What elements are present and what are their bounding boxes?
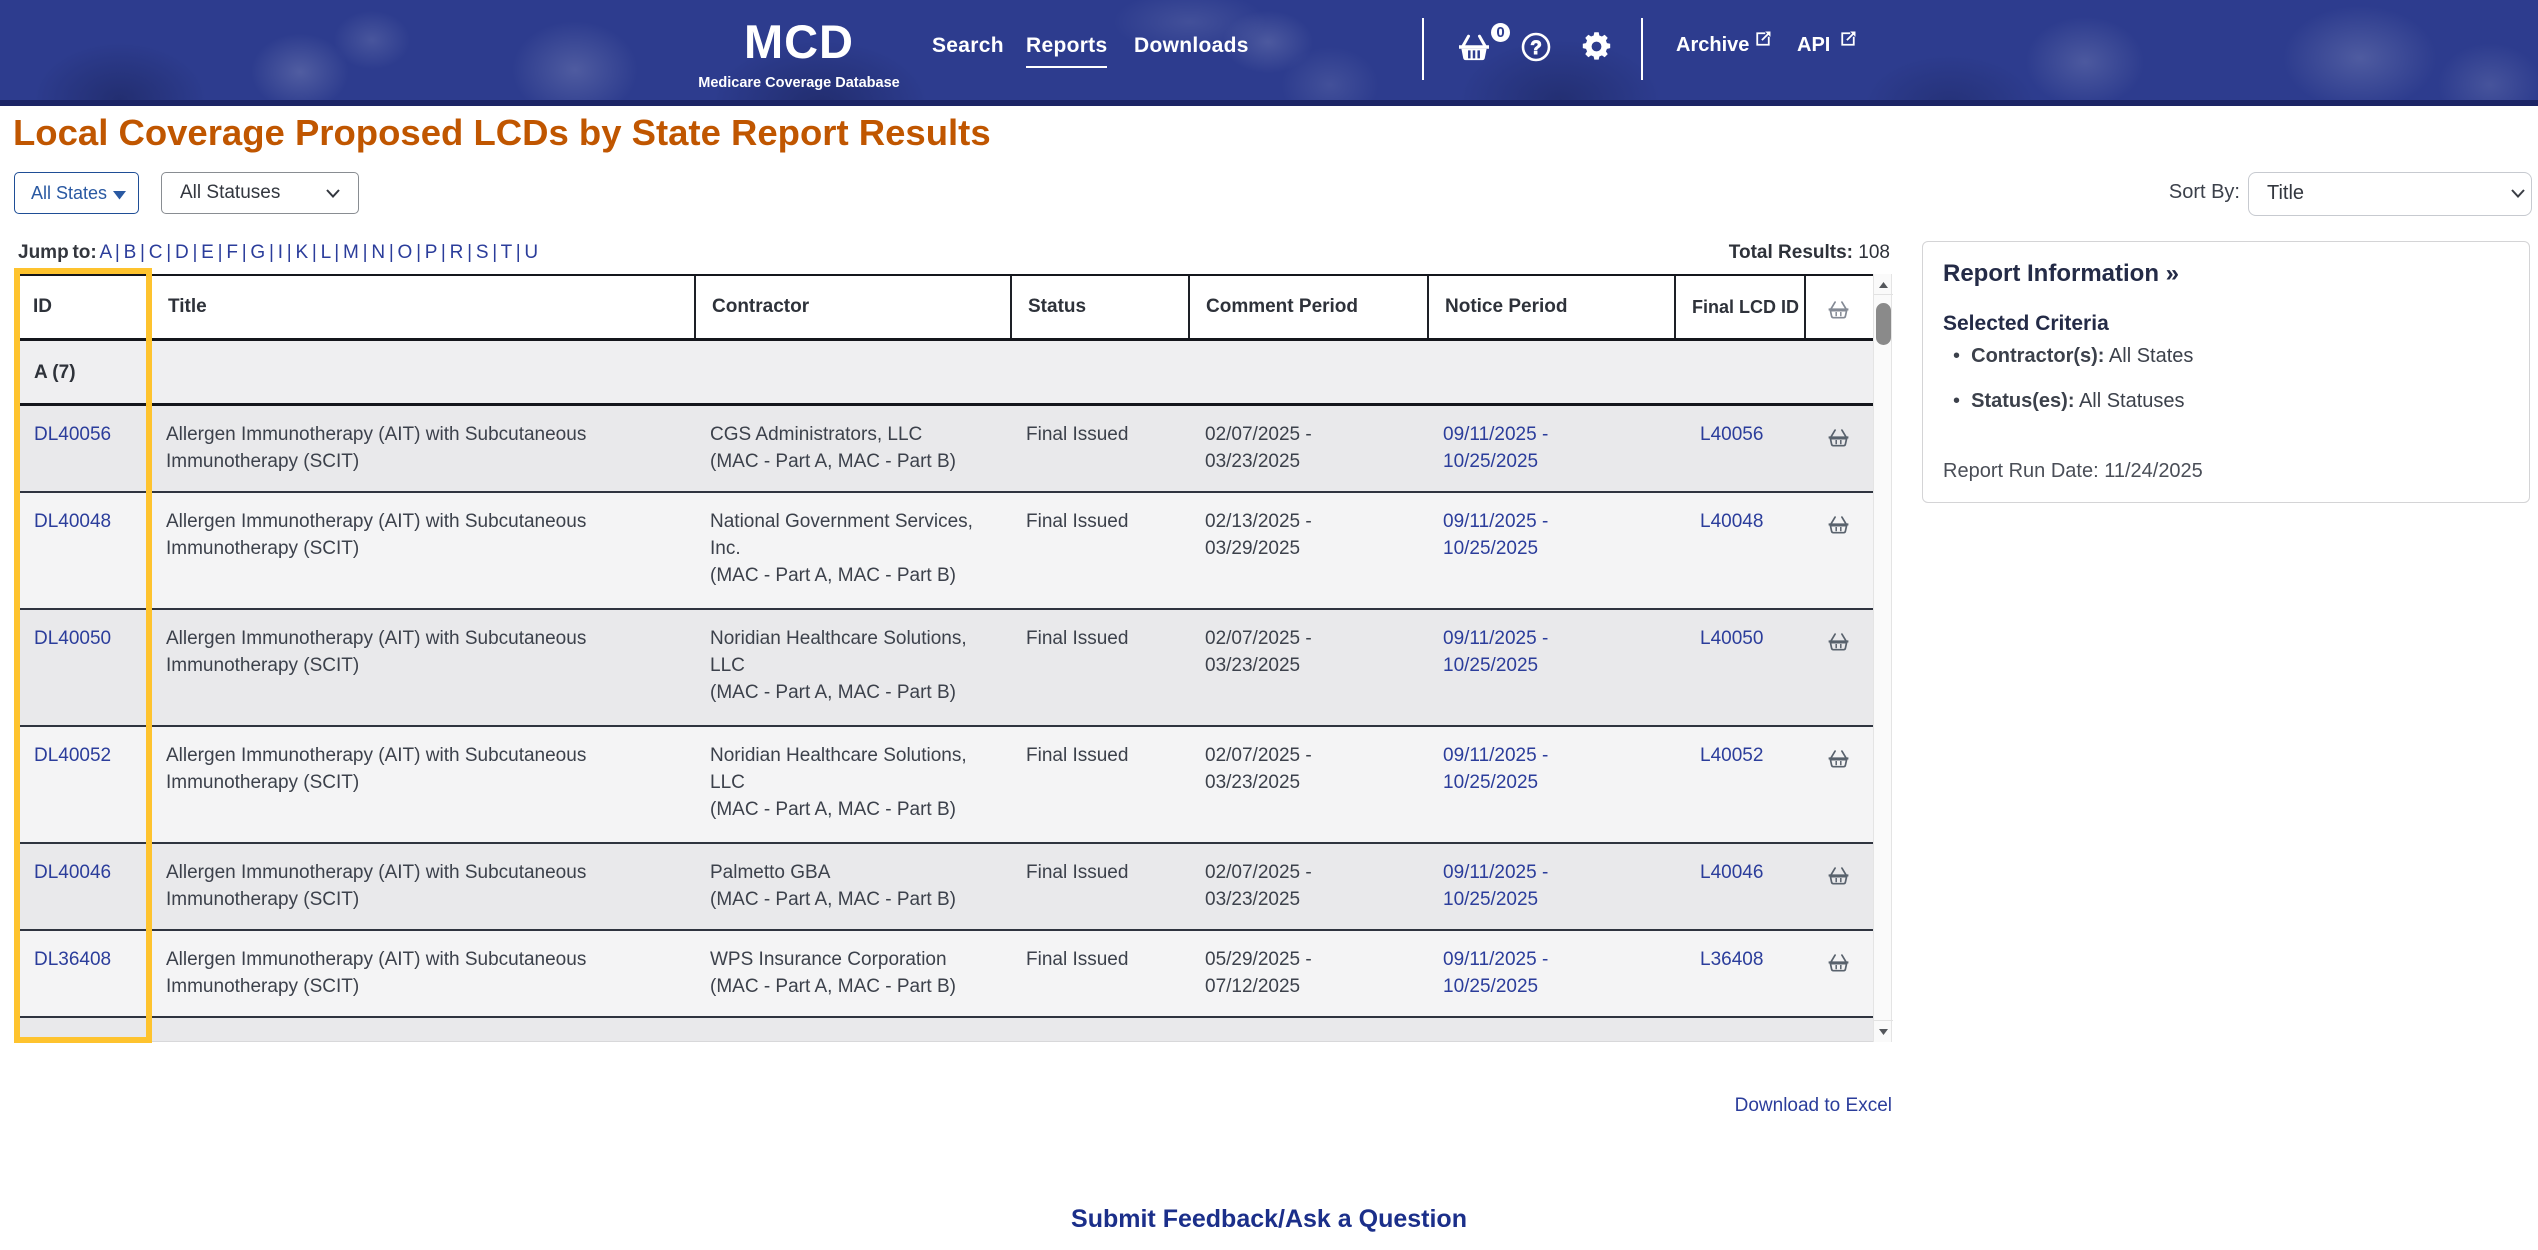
svg-text:?: ? [1530, 38, 1542, 59]
